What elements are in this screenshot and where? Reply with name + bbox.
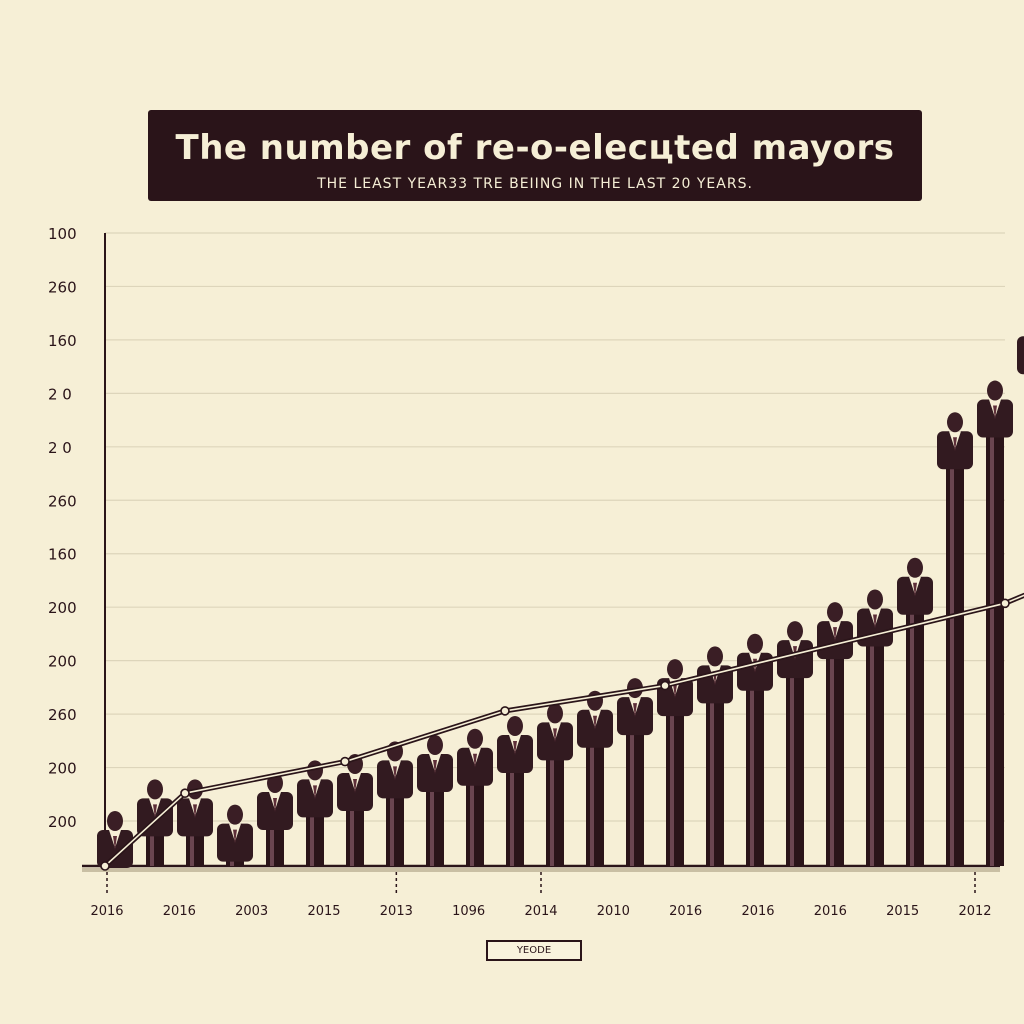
bar [937, 412, 973, 866]
x-tick-label: 2015 [886, 904, 919, 919]
x-tick-label: 2003 [235, 904, 268, 919]
y-tick-label: 260 [48, 278, 77, 296]
lines-layer [100, 592, 1024, 871]
bar [737, 633, 773, 866]
series-point [340, 756, 350, 767]
x-tick-label: 2014 [524, 904, 557, 919]
y-tick-label: 200 [48, 653, 77, 671]
y-tick-label: 200 [48, 760, 77, 778]
y-tick-label: 260 [48, 706, 77, 724]
bar [857, 589, 893, 866]
labels-layer: 100 260 160 2 0 2 0 260 160 200 200 260 200 200 2016… [48, 225, 992, 919]
bar [417, 735, 453, 866]
bar [297, 760, 333, 866]
y-tick-label: 200 [48, 813, 77, 831]
chart-title: The number of re-o-elecцted mayors [175, 128, 895, 168]
y-tick-label: 260 [48, 492, 77, 510]
bar [657, 659, 693, 866]
y-tick-label: 160 [48, 546, 77, 564]
series-line [103, 592, 1024, 868]
axis-layer [82, 233, 1000, 872]
bar [617, 678, 653, 866]
x-tick-label: 2015 [307, 904, 340, 919]
x-tick-label: 2016 [814, 904, 847, 919]
grid-layer [105, 232, 1005, 822]
bar [217, 804, 253, 866]
x-tick-label: 2016 [741, 904, 774, 919]
bar [697, 646, 733, 866]
bar [977, 380, 1013, 866]
bar [457, 728, 493, 866]
x-tick-label: 1096 [452, 904, 485, 919]
y-tick-label: 2 0 [48, 439, 72, 457]
bar [177, 779, 213, 866]
bar [337, 754, 373, 866]
y-tick-label: 100 [48, 225, 77, 243]
series-point [180, 788, 190, 799]
y-tick-label: 2 0 [48, 385, 72, 403]
title-banner: The number of re-o-elecцted mayors THE L… [148, 110, 922, 201]
series-point [500, 706, 510, 716]
bar [97, 811, 133, 868]
y-tick-label: 200 [48, 599, 77, 617]
bar [497, 716, 533, 866]
series-point [660, 680, 670, 691]
x-tick-label: 2010 [597, 904, 630, 919]
x-tick-label: 2016 [90, 904, 123, 919]
bar [817, 602, 853, 866]
bar [1017, 336, 1024, 375]
bar [257, 773, 293, 866]
chart-subtitle: THE LEAST YEAR33 TRE BEIING IN THE LAST … [317, 176, 753, 192]
bar [577, 690, 613, 866]
bar [897, 557, 933, 866]
y-tick-label: 160 [48, 332, 77, 350]
legend-label: YEODE [516, 945, 552, 956]
legend: YEODE [486, 940, 582, 961]
axis-shadow [82, 868, 1000, 872]
series-point [1000, 598, 1010, 609]
x-tick-label: 2016 [163, 904, 196, 919]
bar [537, 703, 573, 866]
series-line-highlight [104, 594, 1024, 867]
x-tick-label: 2012 [958, 904, 991, 919]
x-tick-label: 2016 [669, 904, 702, 919]
x-tick-label: 2013 [380, 904, 413, 919]
series-point [100, 861, 110, 871]
bar [377, 741, 413, 866]
